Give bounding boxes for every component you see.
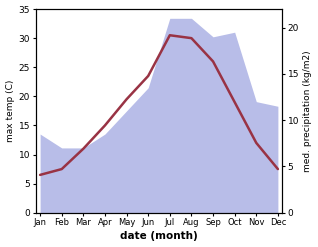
Y-axis label: med. precipitation (kg/m2): med. precipitation (kg/m2) [303, 50, 313, 172]
X-axis label: date (month): date (month) [120, 231, 198, 242]
Y-axis label: max temp (C): max temp (C) [5, 80, 15, 142]
